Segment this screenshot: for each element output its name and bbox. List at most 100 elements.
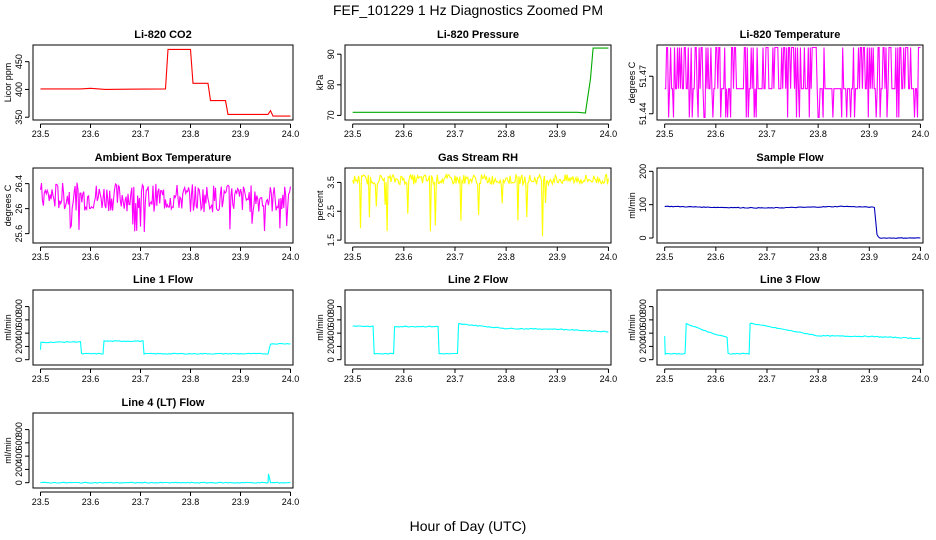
x-tick-label: 24.0 <box>600 374 618 384</box>
y-axis-label: ml/min <box>3 437 13 464</box>
y-tick-label: 200 <box>14 462 24 477</box>
plot-frame <box>32 167 294 244</box>
x-tick-label: 24.0 <box>600 252 618 262</box>
series-line <box>39 340 291 355</box>
y-tick-label: 200 <box>638 339 648 354</box>
x-tick-label: 23.7 <box>758 252 776 262</box>
plot-frame <box>344 289 612 366</box>
x-tick-label: 23.6 <box>82 497 100 507</box>
y-tick-label: 400 <box>638 326 648 341</box>
x-tick-label: 24.0 <box>282 252 300 262</box>
x-tick-label: 23.6 <box>82 252 100 262</box>
series-group <box>39 340 291 355</box>
panel-4: Ambient Box Temperature 23.5 23.6 23.7 23.8 2… <box>3 152 299 262</box>
x-tick-label: 23.9 <box>232 129 250 139</box>
series-group <box>40 48 291 117</box>
series-group <box>39 182 292 233</box>
y-tick-label: 600 <box>638 312 648 327</box>
x-tick-label: 23.7 <box>446 374 464 384</box>
panel-title: Line 3 Flow <box>760 274 820 286</box>
x-tick-label: 23.6 <box>707 374 725 384</box>
x-tick-label: 23.9 <box>549 129 567 139</box>
x-tick-label: 23.8 <box>497 374 515 384</box>
y-tick-label: 400 <box>14 449 24 464</box>
y-tick-label: 600 <box>326 312 336 327</box>
series-line <box>40 48 291 117</box>
plot-frame <box>344 44 612 121</box>
x-tick-label: 23.9 <box>861 129 879 139</box>
panel-title: Line 2 Flow <box>448 274 508 286</box>
x-tick-label: 23.7 <box>446 129 464 139</box>
y-tick-label: 51.44 <box>638 102 648 125</box>
series-group <box>352 172 609 237</box>
y-tick-label: 200 <box>638 164 648 179</box>
y-tick-label: 200 <box>14 339 24 354</box>
y-tick-label: 0 <box>14 357 24 362</box>
series-line <box>664 205 921 239</box>
x-tick-label: 23.9 <box>861 374 879 384</box>
y-axis-label: ml/min <box>627 314 637 341</box>
y-tick-label: 800 <box>14 422 24 437</box>
panel-10: Line 4 (LT) Flow 23.5 23.6 23.7 23.8 23.9 24.0… <box>3 397 299 507</box>
series-group <box>352 322 609 355</box>
x-tick-label: 23.5 <box>32 252 50 262</box>
y-tick-label: 0 <box>638 357 648 362</box>
x-tick-label: 23.7 <box>758 129 776 139</box>
y-tick-label: 350 <box>14 110 24 125</box>
series-group <box>352 47 609 114</box>
y-axis-label: degrees C <box>3 184 13 226</box>
x-tick-label: 23.8 <box>809 129 827 139</box>
y-tick-label: 90 <box>326 49 336 59</box>
y-tick-label: 800 <box>638 299 648 314</box>
panel-title: Gas Stream RH <box>438 152 518 164</box>
y-tick-label: 25.6 <box>14 225 24 243</box>
x-tick-label: 24.0 <box>282 374 300 384</box>
x-tick-label: 24.0 <box>282 497 300 507</box>
panel-2: Li-820 Pressure 23.5 23.6 23.7 23.8 23.9 24.0 7… <box>315 29 617 139</box>
x-tick-label: 23.5 <box>656 129 674 139</box>
x-tick-label: 23.5 <box>344 129 362 139</box>
x-tick-label: 23.8 <box>182 374 200 384</box>
x-tick-label: 24.0 <box>282 129 300 139</box>
y-tick-label: 800 <box>326 299 336 314</box>
series-group <box>664 46 921 119</box>
plot-frame <box>344 167 612 244</box>
x-tick-label: 23.7 <box>132 497 150 507</box>
series-line <box>352 47 609 114</box>
x-tick-label: 23.7 <box>132 129 150 139</box>
panel-title: Line 4 (LT) Flow <box>122 397 205 409</box>
y-tick-label: 2.5 <box>326 205 336 218</box>
y-tick-label: 0 <box>14 480 24 485</box>
panel-5: Gas Stream RH 23.5 23.6 23.7 23.8 23.9 24.0 1.5… <box>315 152 617 262</box>
panel-title: Line 1 Flow <box>133 274 193 286</box>
x-tick-label: 23.7 <box>446 252 464 262</box>
y-tick-label: 70 <box>326 110 336 120</box>
y-tick-label: 1.5 <box>326 234 336 247</box>
x-tick-label: 23.9 <box>232 374 250 384</box>
panel-3: Li-820 Temperature 23.5 23.6 23.7 23.8 23.9 24… <box>627 29 929 139</box>
y-tick-label: 80 <box>326 80 336 90</box>
y-axis-label: Licor ppm <box>3 63 13 103</box>
y-tick-label: 0 <box>638 235 648 240</box>
x-tick-label: 23.5 <box>32 497 50 507</box>
x-tick-label: 23.7 <box>132 252 150 262</box>
x-tick-label: 24.0 <box>912 129 930 139</box>
x-tick-label: 24.0 <box>600 129 618 139</box>
x-tick-label: 23.6 <box>395 374 413 384</box>
x-tick-label: 23.5 <box>656 252 674 262</box>
y-tick-label: 26 <box>14 204 24 214</box>
y-tick-label: 450 <box>14 54 24 69</box>
series-line <box>352 172 609 237</box>
panel-title: Li-820 Pressure <box>437 29 519 41</box>
x-tick-label: 23.6 <box>82 374 100 384</box>
x-tick-label: 23.6 <box>82 129 100 139</box>
y-tick-label: 400 <box>14 82 24 97</box>
x-tick-label: 23.8 <box>182 129 200 139</box>
y-axis-label: percent <box>315 190 325 221</box>
x-tick-label: 23.5 <box>32 129 50 139</box>
y-tick-label: 3.5 <box>326 176 336 189</box>
x-tick-label: 23.5 <box>32 374 50 384</box>
x-tick-label: 23.8 <box>497 129 515 139</box>
y-tick-label: 600 <box>14 435 24 450</box>
x-tick-label: 24.0 <box>912 252 930 262</box>
